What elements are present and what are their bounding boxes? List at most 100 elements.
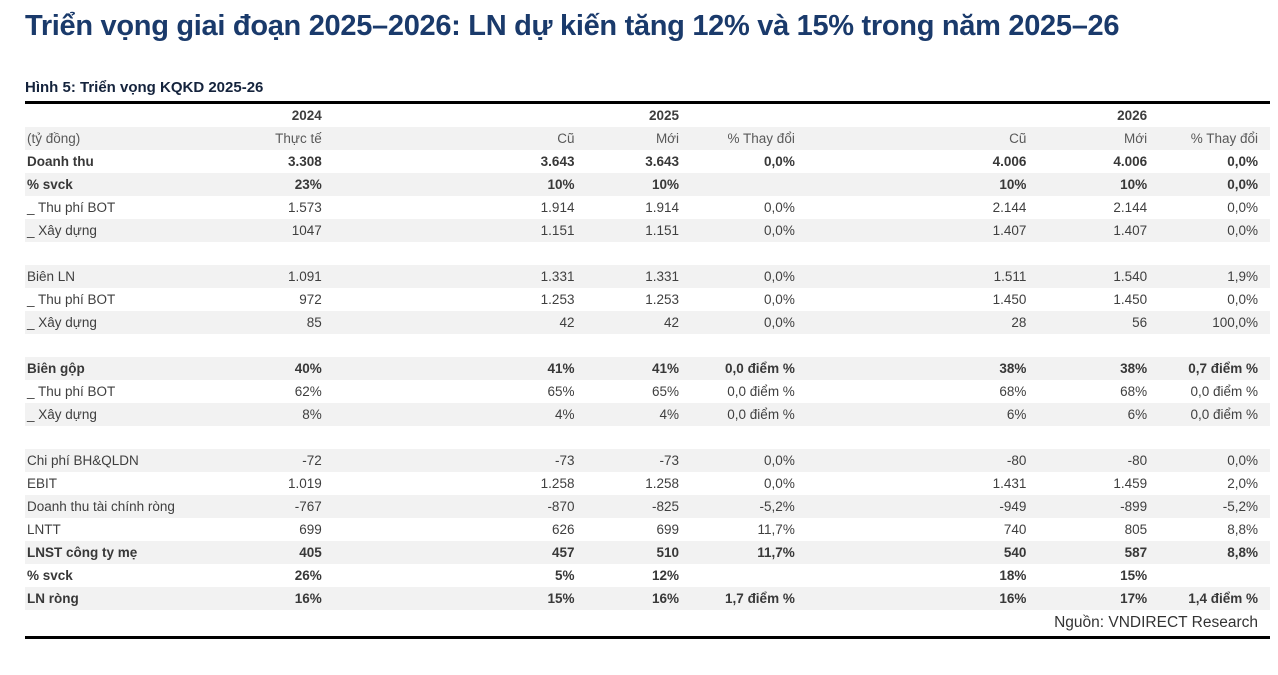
cell xyxy=(807,103,1039,128)
cell xyxy=(1038,426,1159,449)
cell: -80 xyxy=(1127,453,1148,468)
cell xyxy=(691,426,807,449)
cell: 0,0% xyxy=(1227,177,1258,192)
cell: 1.914 xyxy=(540,200,575,215)
cell: 10% xyxy=(652,177,680,192)
cell: 1,7 điểm % xyxy=(725,591,795,606)
cell: 15% xyxy=(547,591,575,606)
cell: 23% xyxy=(294,177,322,192)
cell: 68% xyxy=(1120,384,1148,399)
cell xyxy=(182,426,334,449)
cell: 2,0% xyxy=(1227,476,1258,491)
row-label: LNST công ty mẹ xyxy=(27,545,138,560)
source-note: Nguồn: VNDIRECT Research xyxy=(1054,614,1258,631)
cell xyxy=(1159,564,1270,587)
cell: 1.331 xyxy=(645,269,680,284)
cell: 0,0 điểm % xyxy=(727,407,795,422)
cell: 0,0 điểm % xyxy=(725,361,795,376)
table-row: % svck 26% 5% 12% 18% 15% xyxy=(25,564,1270,587)
cell xyxy=(691,103,807,128)
table-row xyxy=(25,242,1270,265)
cell: 38% xyxy=(1120,361,1148,376)
cell xyxy=(1038,242,1159,265)
cell xyxy=(182,334,334,357)
cell: 40% xyxy=(294,361,322,376)
cell: 15% xyxy=(1120,568,1148,583)
cell: 1.914 xyxy=(645,200,680,215)
cell: 1.331 xyxy=(540,269,575,284)
cell: 4.006 xyxy=(992,154,1027,169)
cell: 42 xyxy=(664,315,680,330)
forecast-table: 2024 2025 2026 (tỷ đồng) Thực tế Cũ Mới … xyxy=(25,101,1270,639)
cell: 2.144 xyxy=(992,200,1027,215)
cell: 0,0% xyxy=(1227,200,1258,215)
table-row: Doanh thu tài chính ròng -767 -870 -825 -5,2… xyxy=(25,495,1270,518)
cell: 5% xyxy=(554,568,575,583)
row-label: Biên gộp xyxy=(27,361,85,376)
cell: 1.151 xyxy=(645,223,680,238)
table-row: LNTT 699 626 699 11,7% 740 805 8,8% xyxy=(25,518,1270,541)
cell: 10% xyxy=(999,177,1027,192)
row-label: Doanh thu xyxy=(27,154,94,169)
cell: 805 xyxy=(1124,522,1148,537)
cell: 1.151 xyxy=(540,223,575,238)
cell: 4% xyxy=(554,407,575,422)
cell: 16% xyxy=(652,591,680,606)
cell: 12% xyxy=(652,568,680,583)
cell: 972 xyxy=(299,292,322,307)
year-header-2026: 2026 xyxy=(1117,108,1148,123)
report-page: Triển vọng giai đoạn 2025–2026: LN dự ki… xyxy=(25,10,1270,639)
cell: 0,7 điểm % xyxy=(1188,361,1258,376)
cell: 1.258 xyxy=(645,476,680,491)
cell xyxy=(586,334,691,357)
row-label: _ Thu phí BOT xyxy=(27,384,116,399)
cell xyxy=(1159,334,1270,357)
cell: -5,2% xyxy=(1222,499,1258,514)
cell: 0,0% xyxy=(764,200,795,215)
cell xyxy=(334,242,587,265)
table-row: EBIT 1.019 1.258 1.258 0,0% 1.431 1.459 2,0% xyxy=(25,472,1270,495)
cell xyxy=(807,242,1039,265)
cell: 28 xyxy=(1011,315,1027,330)
cell: 4% xyxy=(659,407,680,422)
row-label: % svck xyxy=(27,568,73,583)
cell: 2.144 xyxy=(1113,200,1148,215)
cell: 8% xyxy=(302,407,322,422)
cell: 405 xyxy=(299,545,322,560)
cell: 3.643 xyxy=(540,154,575,169)
cell: 56 xyxy=(1132,315,1148,330)
table-row: Doanh thu 3.308 3.643 3.643 0,0% 4.006 4.006 0,… xyxy=(25,150,1270,173)
cell: 8,8% xyxy=(1227,545,1258,560)
cell xyxy=(691,173,807,196)
table-row: _ Xây dựng 1047 1.151 1.151 0,0% 1.407 1.407 0,… xyxy=(25,219,1270,242)
cell: 1.450 xyxy=(992,292,1027,307)
cell xyxy=(25,103,182,128)
cell: 1.253 xyxy=(540,292,575,307)
row-label: Doanh thu tài chính ròng xyxy=(27,499,175,514)
cell: -73 xyxy=(554,453,575,468)
year-header-2024: 2024 xyxy=(291,108,322,123)
cell: 68% xyxy=(999,384,1027,399)
cell xyxy=(807,426,1039,449)
row-label: _ Xây dựng xyxy=(27,223,97,238)
cell: 65% xyxy=(547,384,575,399)
table-row: LNST công ty mẹ 405 457 510 11,7% 540 587 8,8% xyxy=(25,541,1270,564)
column-header-row: (tỷ đồng) Thực tế Cũ Mới % Thay đổi Cũ M… xyxy=(25,127,1270,150)
cell: 1.407 xyxy=(1113,223,1148,238)
cell xyxy=(1038,334,1159,357)
cell: 0,0% xyxy=(1227,292,1258,307)
cell: 41% xyxy=(652,361,680,376)
cell: 6% xyxy=(1127,407,1148,422)
row-label: _ Thu phí BOT xyxy=(27,292,116,307)
cell xyxy=(691,242,807,265)
cell: 740 xyxy=(1003,522,1027,537)
cell: 11,7% xyxy=(757,545,795,560)
cell: -72 xyxy=(302,453,322,468)
table-row: LN ròng 16% 15% 16% 1,7 điểm % 16% 17% 1,4 điểm… xyxy=(25,587,1270,610)
cell: 1.459 xyxy=(1113,476,1148,491)
cell xyxy=(1159,242,1270,265)
table-row: _ Thu phí BOT 1.573 1.914 1.914 0,0% 2.144 2.1… xyxy=(25,196,1270,219)
cell xyxy=(691,564,807,587)
cell: 0,0% xyxy=(1227,154,1258,169)
cell: 626 xyxy=(551,522,575,537)
